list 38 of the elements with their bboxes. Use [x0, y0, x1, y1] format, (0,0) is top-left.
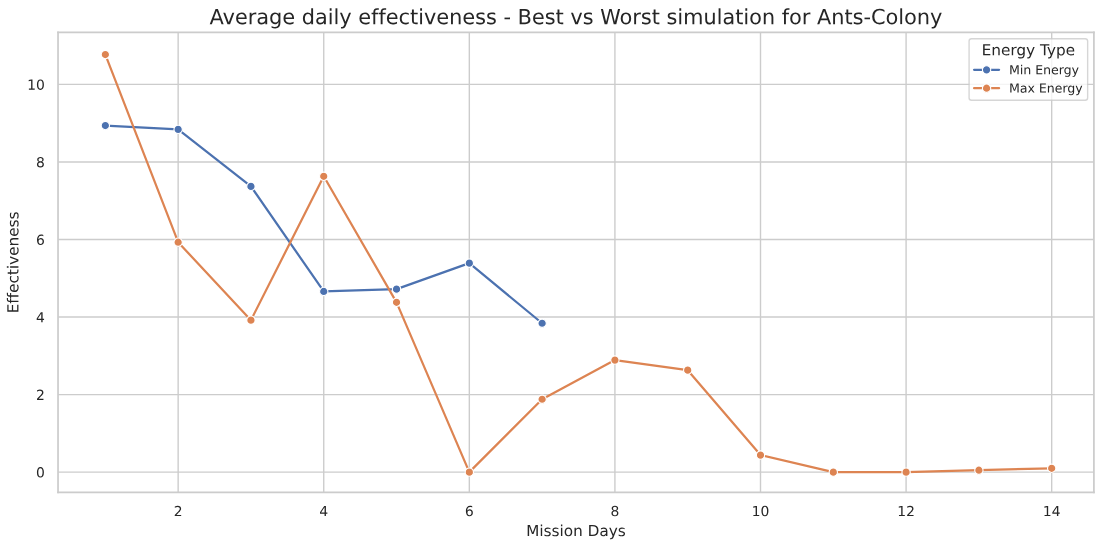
x-tick-label: 10 — [753, 505, 769, 517]
x-tick-label: 4 — [320, 505, 328, 517]
legend-title: Energy Type — [983, 44, 1075, 59]
point — [173, 237, 183, 247]
point — [537, 318, 547, 328]
point — [901, 467, 911, 477]
point — [828, 467, 839, 477]
y-tick-label: 0 — [36, 467, 44, 478]
legend-label: Min Energy — [1010, 64, 1079, 77]
point — [173, 124, 183, 135]
point — [464, 258, 475, 268]
x-tick-label: 14 — [1044, 505, 1060, 517]
point — [537, 394, 547, 404]
point — [1046, 463, 1057, 473]
x-tick-label: 8 — [611, 505, 619, 517]
y-axis-title: Effectiveness — [6, 212, 19, 312]
point — [974, 465, 984, 475]
point — [755, 450, 766, 460]
y-tick-label: 8 — [36, 156, 44, 168]
point — [246, 181, 256, 192]
x-tick-label: 12 — [898, 505, 914, 517]
point — [682, 365, 693, 375]
point — [319, 171, 329, 182]
x-axis-title: Mission Days — [527, 524, 626, 540]
point — [391, 284, 402, 294]
point — [319, 286, 329, 297]
y-tick-label: 10 — [28, 79, 44, 90]
chart-title: Average daily effectiveness - Best vs Worst simulation for Ants-Colony — [209, 8, 942, 29]
x-tick-label: 2 — [174, 505, 182, 517]
y-tick-label: 6 — [36, 234, 44, 245]
y-tick-label: 4 — [36, 312, 45, 323]
y-tick-label: 2 — [37, 389, 44, 400]
point — [100, 120, 111, 131]
point — [464, 467, 475, 477]
point — [246, 315, 256, 325]
legend-label: Max Energy — [1010, 83, 1083, 96]
x-tick-label: 6 — [465, 505, 473, 517]
point — [610, 355, 620, 365]
